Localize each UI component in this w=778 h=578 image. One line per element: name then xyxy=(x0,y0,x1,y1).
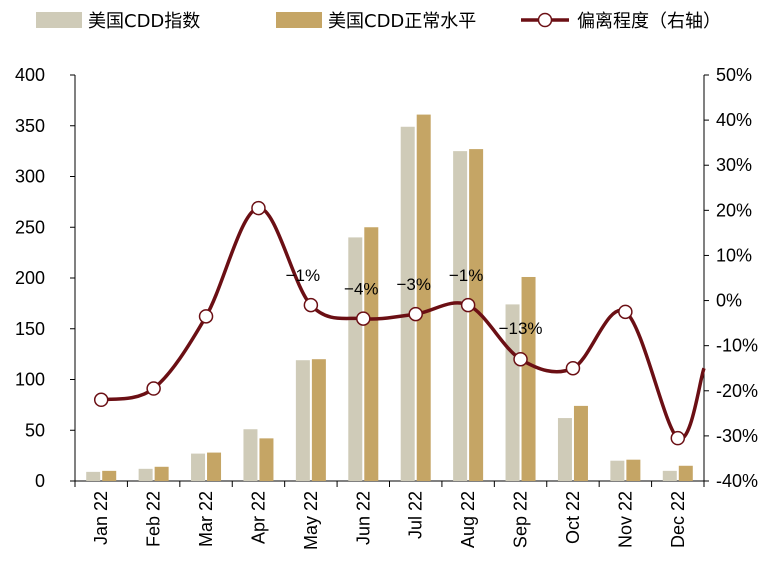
bar-cdd-index xyxy=(610,460,625,481)
x-tick-label: Mar 22 xyxy=(196,491,216,547)
bar-cdd-normal xyxy=(207,452,222,481)
bar-cdd-index xyxy=(243,429,258,481)
x-tick-label: Feb 22 xyxy=(144,491,164,547)
bar-cdd-index xyxy=(138,468,153,481)
x-tick-label: Sep 22 xyxy=(511,491,531,548)
bar-cdd-normal xyxy=(626,459,641,481)
deviation-point xyxy=(670,430,686,446)
bar-cdd-index xyxy=(662,470,677,481)
legend-swatch-cdd-normal xyxy=(276,12,322,28)
y-left-tick-label: 100 xyxy=(15,370,45,390)
bar-cdd-index xyxy=(557,418,572,481)
bar-cdd-normal xyxy=(416,114,431,482)
x-tick-label: Apr 22 xyxy=(248,491,268,544)
deviation-point xyxy=(460,297,476,313)
deviation-point xyxy=(408,306,423,322)
y-left-tick-label: 400 xyxy=(15,65,45,85)
y-right-tick-label: -10% xyxy=(716,336,758,356)
y-left-tick-label: 300 xyxy=(15,167,45,187)
legend-marker-deviation xyxy=(537,12,553,28)
y-left-tick-label: 150 xyxy=(15,319,45,339)
deviation-point xyxy=(565,360,581,376)
x-tick-label: Nov 22 xyxy=(615,491,635,548)
deviation-point xyxy=(618,304,633,320)
y-right-tick-label: 30% xyxy=(716,155,752,175)
deviation-point xyxy=(146,381,161,396)
bar-cdd-index xyxy=(400,126,415,481)
bar-cdd-index xyxy=(191,453,206,481)
y-right-tick-label: -20% xyxy=(716,381,758,401)
deviation-point xyxy=(251,200,266,216)
deviation-data-label: −13% xyxy=(499,319,543,338)
deviation-point xyxy=(93,392,109,408)
x-tick-label: Jun 22 xyxy=(353,491,373,545)
deviation-data-label: −1% xyxy=(449,266,484,285)
x-tick-label: Jul 22 xyxy=(406,491,426,539)
y-left-tick-label: 0 xyxy=(35,471,45,491)
bar-cdd-normal xyxy=(102,470,117,481)
legend-label-deviation: 偏离程度（右轴） xyxy=(577,11,721,32)
deviation-data-label: −1% xyxy=(286,266,321,285)
bar-cdd-normal xyxy=(521,276,536,481)
x-tick-label: May 22 xyxy=(301,491,321,550)
y-right-tick-label: 40% xyxy=(716,110,752,130)
bar-cdd-normal xyxy=(469,149,484,481)
bar-cdd-normal xyxy=(154,466,169,481)
bar-cdd-index xyxy=(86,471,101,481)
y-right-tick-label: 20% xyxy=(716,200,752,220)
y-right-tick-label: 0% xyxy=(716,291,742,311)
legend-swatch-cdd-index xyxy=(36,12,82,28)
deviation-point xyxy=(513,351,528,367)
deviation-data-label: −4% xyxy=(344,280,379,299)
y-right-tick-label: 10% xyxy=(716,245,752,265)
x-tick-label: Oct 22 xyxy=(563,491,583,544)
legend-label-cdd-index: 美国CDD指数 xyxy=(88,11,200,32)
y-left-tick-label: 200 xyxy=(15,268,45,288)
y-right-tick-label: 50% xyxy=(716,65,752,85)
y-left-tick-label: 250 xyxy=(15,217,45,237)
x-tick-label: Aug 22 xyxy=(458,491,478,548)
x-tick-label: Dec 22 xyxy=(668,491,688,548)
bar-cdd-normal xyxy=(678,465,693,481)
deviation-point xyxy=(356,311,371,326)
x-tick-label: Jan 22 xyxy=(91,491,111,545)
bar-cdd-index xyxy=(348,237,363,481)
bar-cdd-normal xyxy=(259,438,274,481)
deviation-data-label: −3% xyxy=(396,275,431,294)
legend-label-cdd-normal: 美国CDD正常水平 xyxy=(328,11,476,32)
y-right-tick-label: -40% xyxy=(716,471,758,491)
deviation-point xyxy=(198,309,214,324)
bar-cdd-normal xyxy=(364,227,379,481)
y-left-tick-label: 350 xyxy=(15,116,45,136)
bar-cdd-index xyxy=(453,151,468,481)
deviation-point xyxy=(303,297,319,313)
bar-cdd-index xyxy=(295,360,310,481)
bar-cdd-normal xyxy=(573,405,588,481)
y-right-tick-label: -30% xyxy=(716,426,758,446)
bar-cdd-normal xyxy=(311,359,326,481)
y-left-tick-label: 50 xyxy=(25,420,45,440)
